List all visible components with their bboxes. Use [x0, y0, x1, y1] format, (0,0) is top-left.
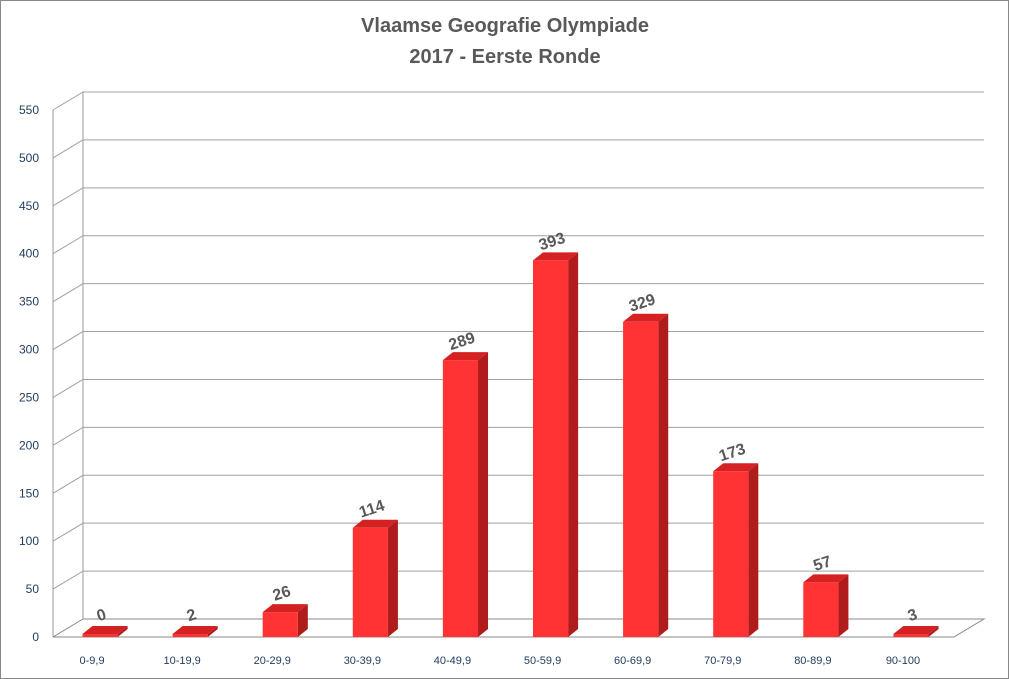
bar-side: [928, 626, 939, 637]
y-tick-label: 100: [19, 534, 39, 548]
bar-top: [532, 252, 579, 261]
data-label: 3: [906, 606, 920, 625]
bar-front: [262, 612, 298, 637]
bar: [172, 626, 218, 637]
gridline: [52, 426, 984, 446]
data-label: 173: [717, 441, 748, 465]
bar: [803, 574, 849, 637]
gridline: [52, 474, 984, 494]
data-label: 393: [537, 230, 568, 254]
bar-side: [748, 463, 759, 637]
bar-front: [352, 527, 388, 637]
y-tick-label: 450: [19, 199, 39, 213]
bar: [713, 463, 759, 637]
y-tick-label: 500: [19, 151, 39, 165]
x-tick-label: 0-9,9: [80, 655, 105, 667]
y-tick-label: 550: [19, 103, 39, 117]
bar-front: [172, 634, 208, 637]
bar-top: [893, 626, 939, 634]
bars: [82, 252, 939, 637]
x-axis-ticks: 0-9,9 10-19,9 20-29,9 30-39,9 40-49,9 50-59,9…: [80, 655, 921, 667]
bar-side: [297, 604, 308, 637]
gridline: [52, 187, 984, 207]
x-tick-label: 80-89,9: [794, 655, 831, 667]
bar-top: [442, 352, 489, 361]
gridlines: [52, 91, 986, 638]
data-label: 289: [447, 330, 478, 354]
bar-side: [658, 313, 669, 637]
gridline: [52, 331, 984, 350]
chart-title-line-2: 2017 - Eerste Ronde: [409, 46, 600, 68]
y-tick-label: 50: [26, 582, 40, 596]
bar: [893, 626, 939, 637]
gridline: [52, 91, 984, 111]
bar-side: [838, 574, 849, 637]
gridline: [52, 378, 984, 398]
bar: [352, 519, 398, 637]
bar-side: [387, 519, 398, 637]
bar-top: [352, 519, 398, 528]
bar: [442, 352, 489, 637]
gridline: [52, 139, 984, 159]
bar-front: [893, 634, 929, 637]
data-label: 26: [271, 583, 293, 605]
data-label: 114: [357, 497, 387, 521]
bar: [82, 626, 128, 637]
y-tick-label: 350: [19, 295, 39, 309]
data-label: 0: [95, 606, 109, 625]
gridline: [52, 570, 984, 590]
gridline: [52, 283, 984, 303]
y-tick-label: 250: [19, 390, 39, 404]
bar-top: [262, 604, 308, 613]
data-label: 2: [185, 606, 199, 625]
bar-front: [803, 582, 839, 637]
x-tick-label: 40-49,9: [434, 655, 471, 667]
bar-front: [82, 634, 118, 637]
gridline: [52, 522, 984, 542]
bar-front: [623, 321, 659, 637]
bar-front: [442, 360, 479, 637]
y-axis-ticks: 0 50 100 150 200 250 300 350 400 450 500 550: [19, 103, 39, 644]
x-tick-label: 20-29,9: [254, 655, 291, 667]
chart-title-line-1: Vlaamse Geografie Olympiade: [361, 15, 649, 37]
x-tick-label: 10-19,9: [163, 655, 200, 667]
x-tick-label: 30-39,9: [344, 655, 381, 667]
bar-top: [803, 574, 849, 583]
data-label: 57: [811, 553, 833, 575]
y-tick-label: 0: [32, 630, 39, 644]
bar-top: [82, 626, 128, 634]
x-tick-label: 60-69,9: [614, 655, 651, 667]
bar-front: [532, 260, 569, 637]
bar: [532, 252, 579, 637]
bar: [262, 604, 308, 637]
bar: [623, 313, 669, 637]
gridline: [52, 235, 984, 255]
bar-side: [568, 252, 579, 637]
bar-side: [478, 352, 489, 637]
data-label: 329: [627, 291, 658, 315]
x-tick-label: 90-100: [886, 655, 920, 667]
y-tick-label: 200: [19, 438, 39, 452]
x-tick-label: 70-79,9: [704, 655, 741, 667]
y-tick-label: 400: [19, 247, 39, 261]
bar-side: [207, 626, 218, 637]
bar-top: [713, 463, 759, 472]
bar-top: [172, 626, 218, 634]
bar-front: [713, 471, 749, 637]
y-tick-label: 300: [19, 343, 39, 357]
y-tick-label: 150: [19, 486, 39, 500]
x-tick-label: 50-59,9: [524, 655, 561, 667]
bar-side: [117, 626, 128, 637]
bar-top: [623, 313, 669, 322]
